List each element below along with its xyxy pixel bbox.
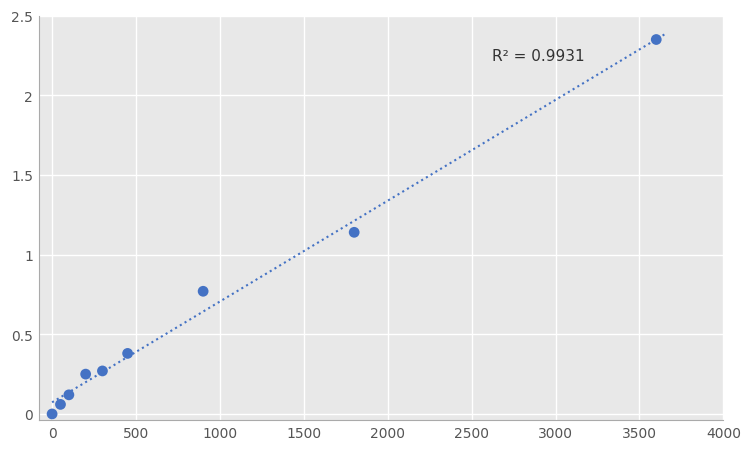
Point (197, 288, 209, 295)
Point (54, 401, 66, 408)
Text: R² = 0.9931: R² = 0.9931 (492, 49, 584, 64)
Point (650, 37, 663, 44)
Point (46, 410, 58, 418)
Point (63, 391, 75, 399)
Point (96, 368, 108, 375)
Point (348, 229, 360, 236)
Point (122, 350, 134, 357)
Point (80, 371, 92, 378)
